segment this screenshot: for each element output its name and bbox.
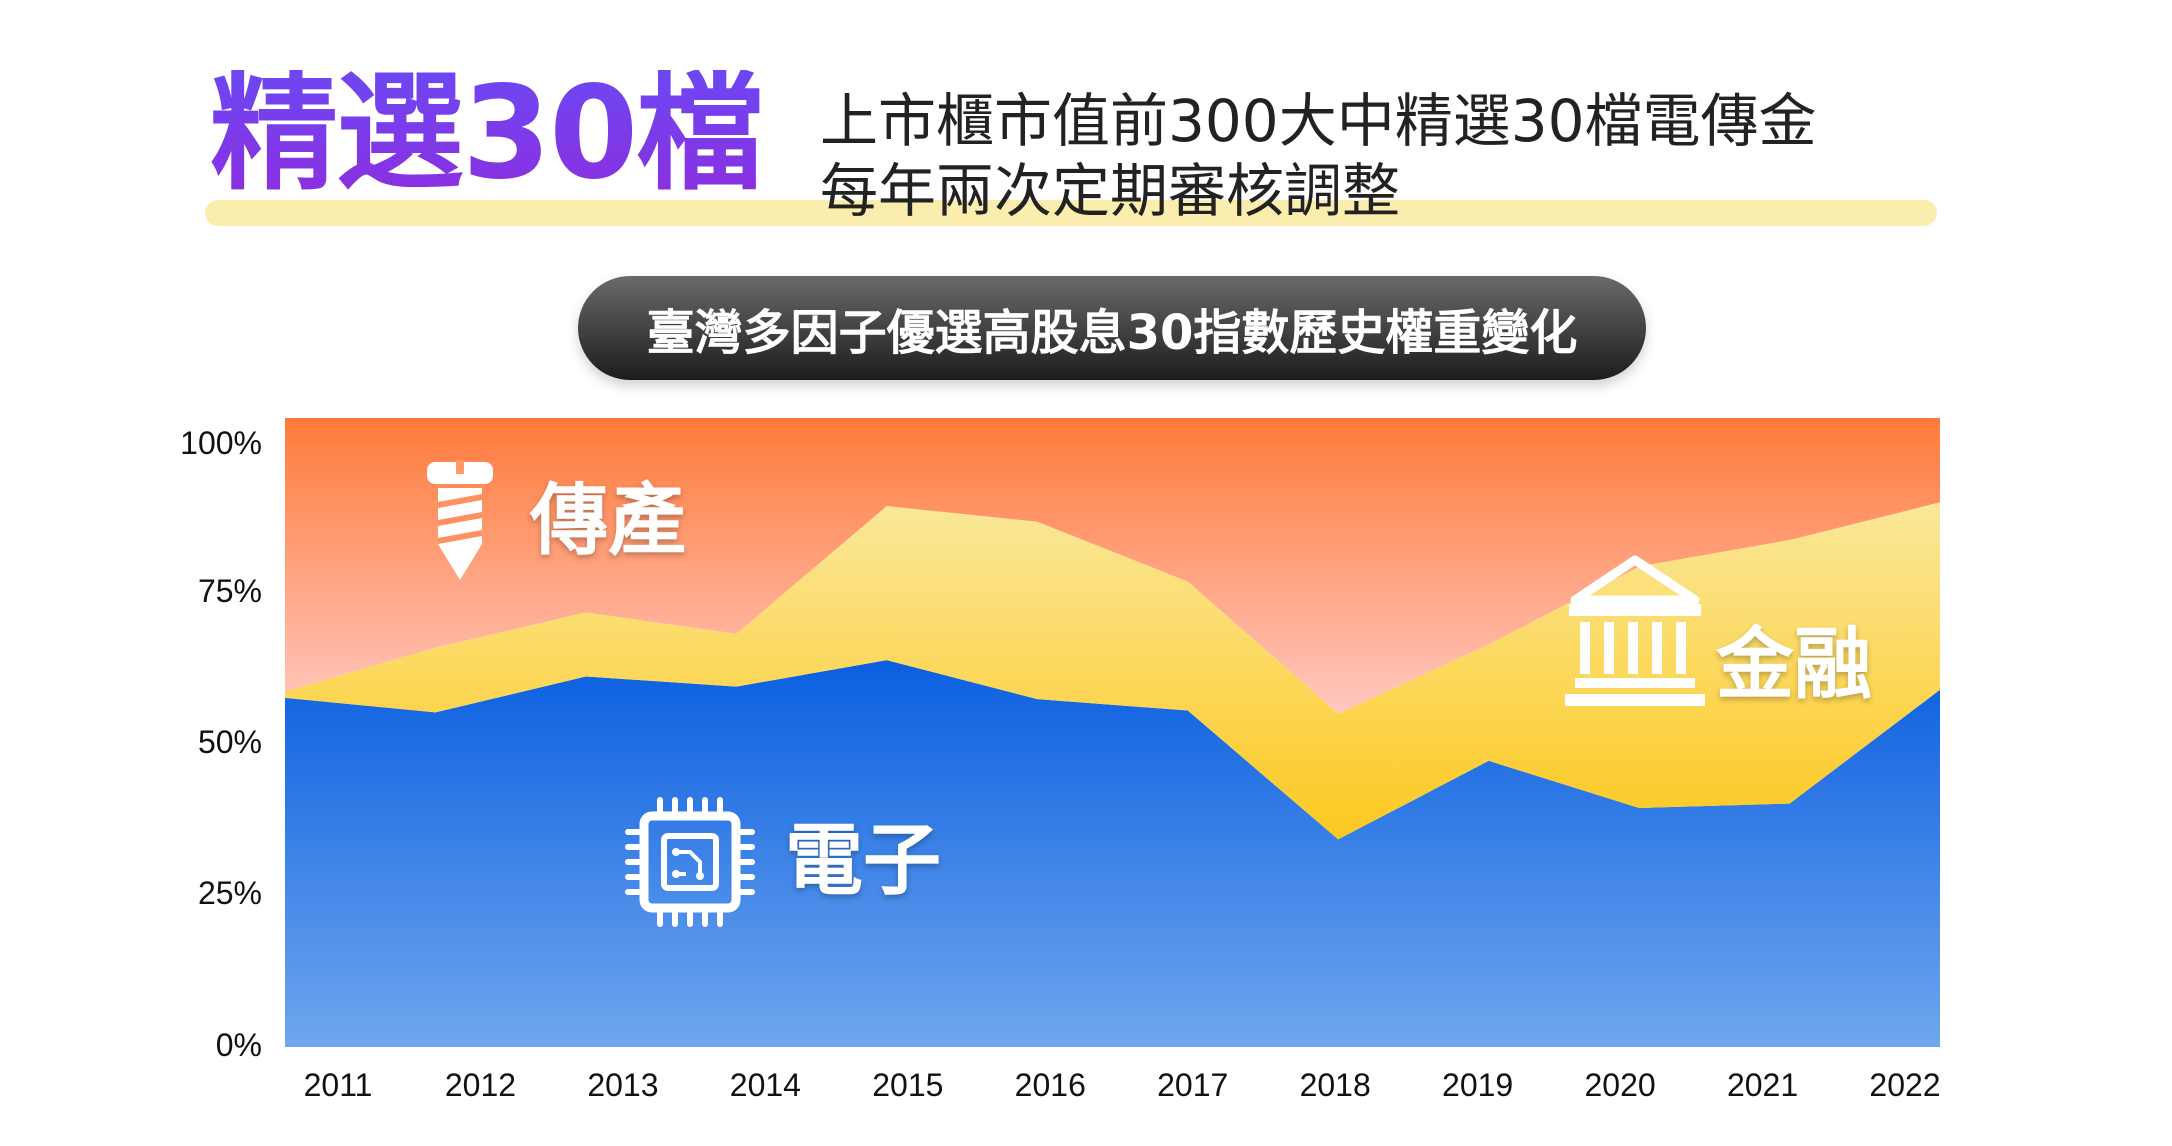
x-tick-label: 2012	[445, 1067, 516, 1103]
big-title: 精選30檔	[210, 59, 764, 208]
x-tick-label: 2014	[730, 1067, 801, 1103]
chart-title: 臺灣多因子優選高股息30指數歷史權重變化	[578, 276, 1646, 380]
y-tick-label: 100%	[180, 425, 262, 461]
bank-icon	[1565, 555, 1705, 706]
x-tick-label: 2016	[1015, 1067, 1086, 1103]
y-tick-label: 50%	[198, 724, 262, 760]
axes: 0% 25% 50% 75% 100% 2011 2012 2013 2014 2015 2016 2…	[180, 425, 1940, 1103]
area-electronics	[285, 660, 1940, 1047]
area-finance	[285, 502, 1940, 840]
area-traditional	[285, 418, 1940, 714]
x-tick-label: 2022	[1869, 1067, 1940, 1103]
x-tick-label: 2011	[304, 1067, 373, 1103]
chip-icon	[625, 797, 755, 927]
subtitle-line-2: 每年兩次定期審核調整	[820, 157, 1401, 225]
header: 精選30檔 上市櫃市值前300大中精選30檔電傳金 每年兩次定期審核調整	[0, 0, 2172, 260]
y-tick-label: 75%	[198, 573, 262, 609]
label-traditional: 傳產	[530, 476, 687, 566]
x-tick-label: 2018	[1300, 1067, 1371, 1103]
x-tick-label: 2015	[872, 1067, 943, 1103]
label-finance: 金融	[1716, 620, 1873, 710]
label-electronics: 電子	[785, 816, 942, 906]
y-tick-label: 25%	[198, 875, 262, 911]
subtitle-line-1: 上市櫃市值前300大中精選30檔電傳金	[820, 87, 1817, 155]
x-tick-label: 2019	[1442, 1067, 1513, 1103]
x-tick-label: 2021	[1727, 1067, 1798, 1103]
x-tick-label: 2013	[587, 1067, 658, 1103]
plot-area	[285, 418, 1940, 1047]
x-tick-label: 2017	[1157, 1067, 1228, 1103]
screw-icon	[427, 460, 493, 580]
y-tick-label: 0%	[216, 1027, 262, 1063]
x-tick-label: 2020	[1584, 1067, 1655, 1103]
category-icons	[427, 460, 1705, 927]
title-highlight-bar	[205, 200, 1937, 226]
